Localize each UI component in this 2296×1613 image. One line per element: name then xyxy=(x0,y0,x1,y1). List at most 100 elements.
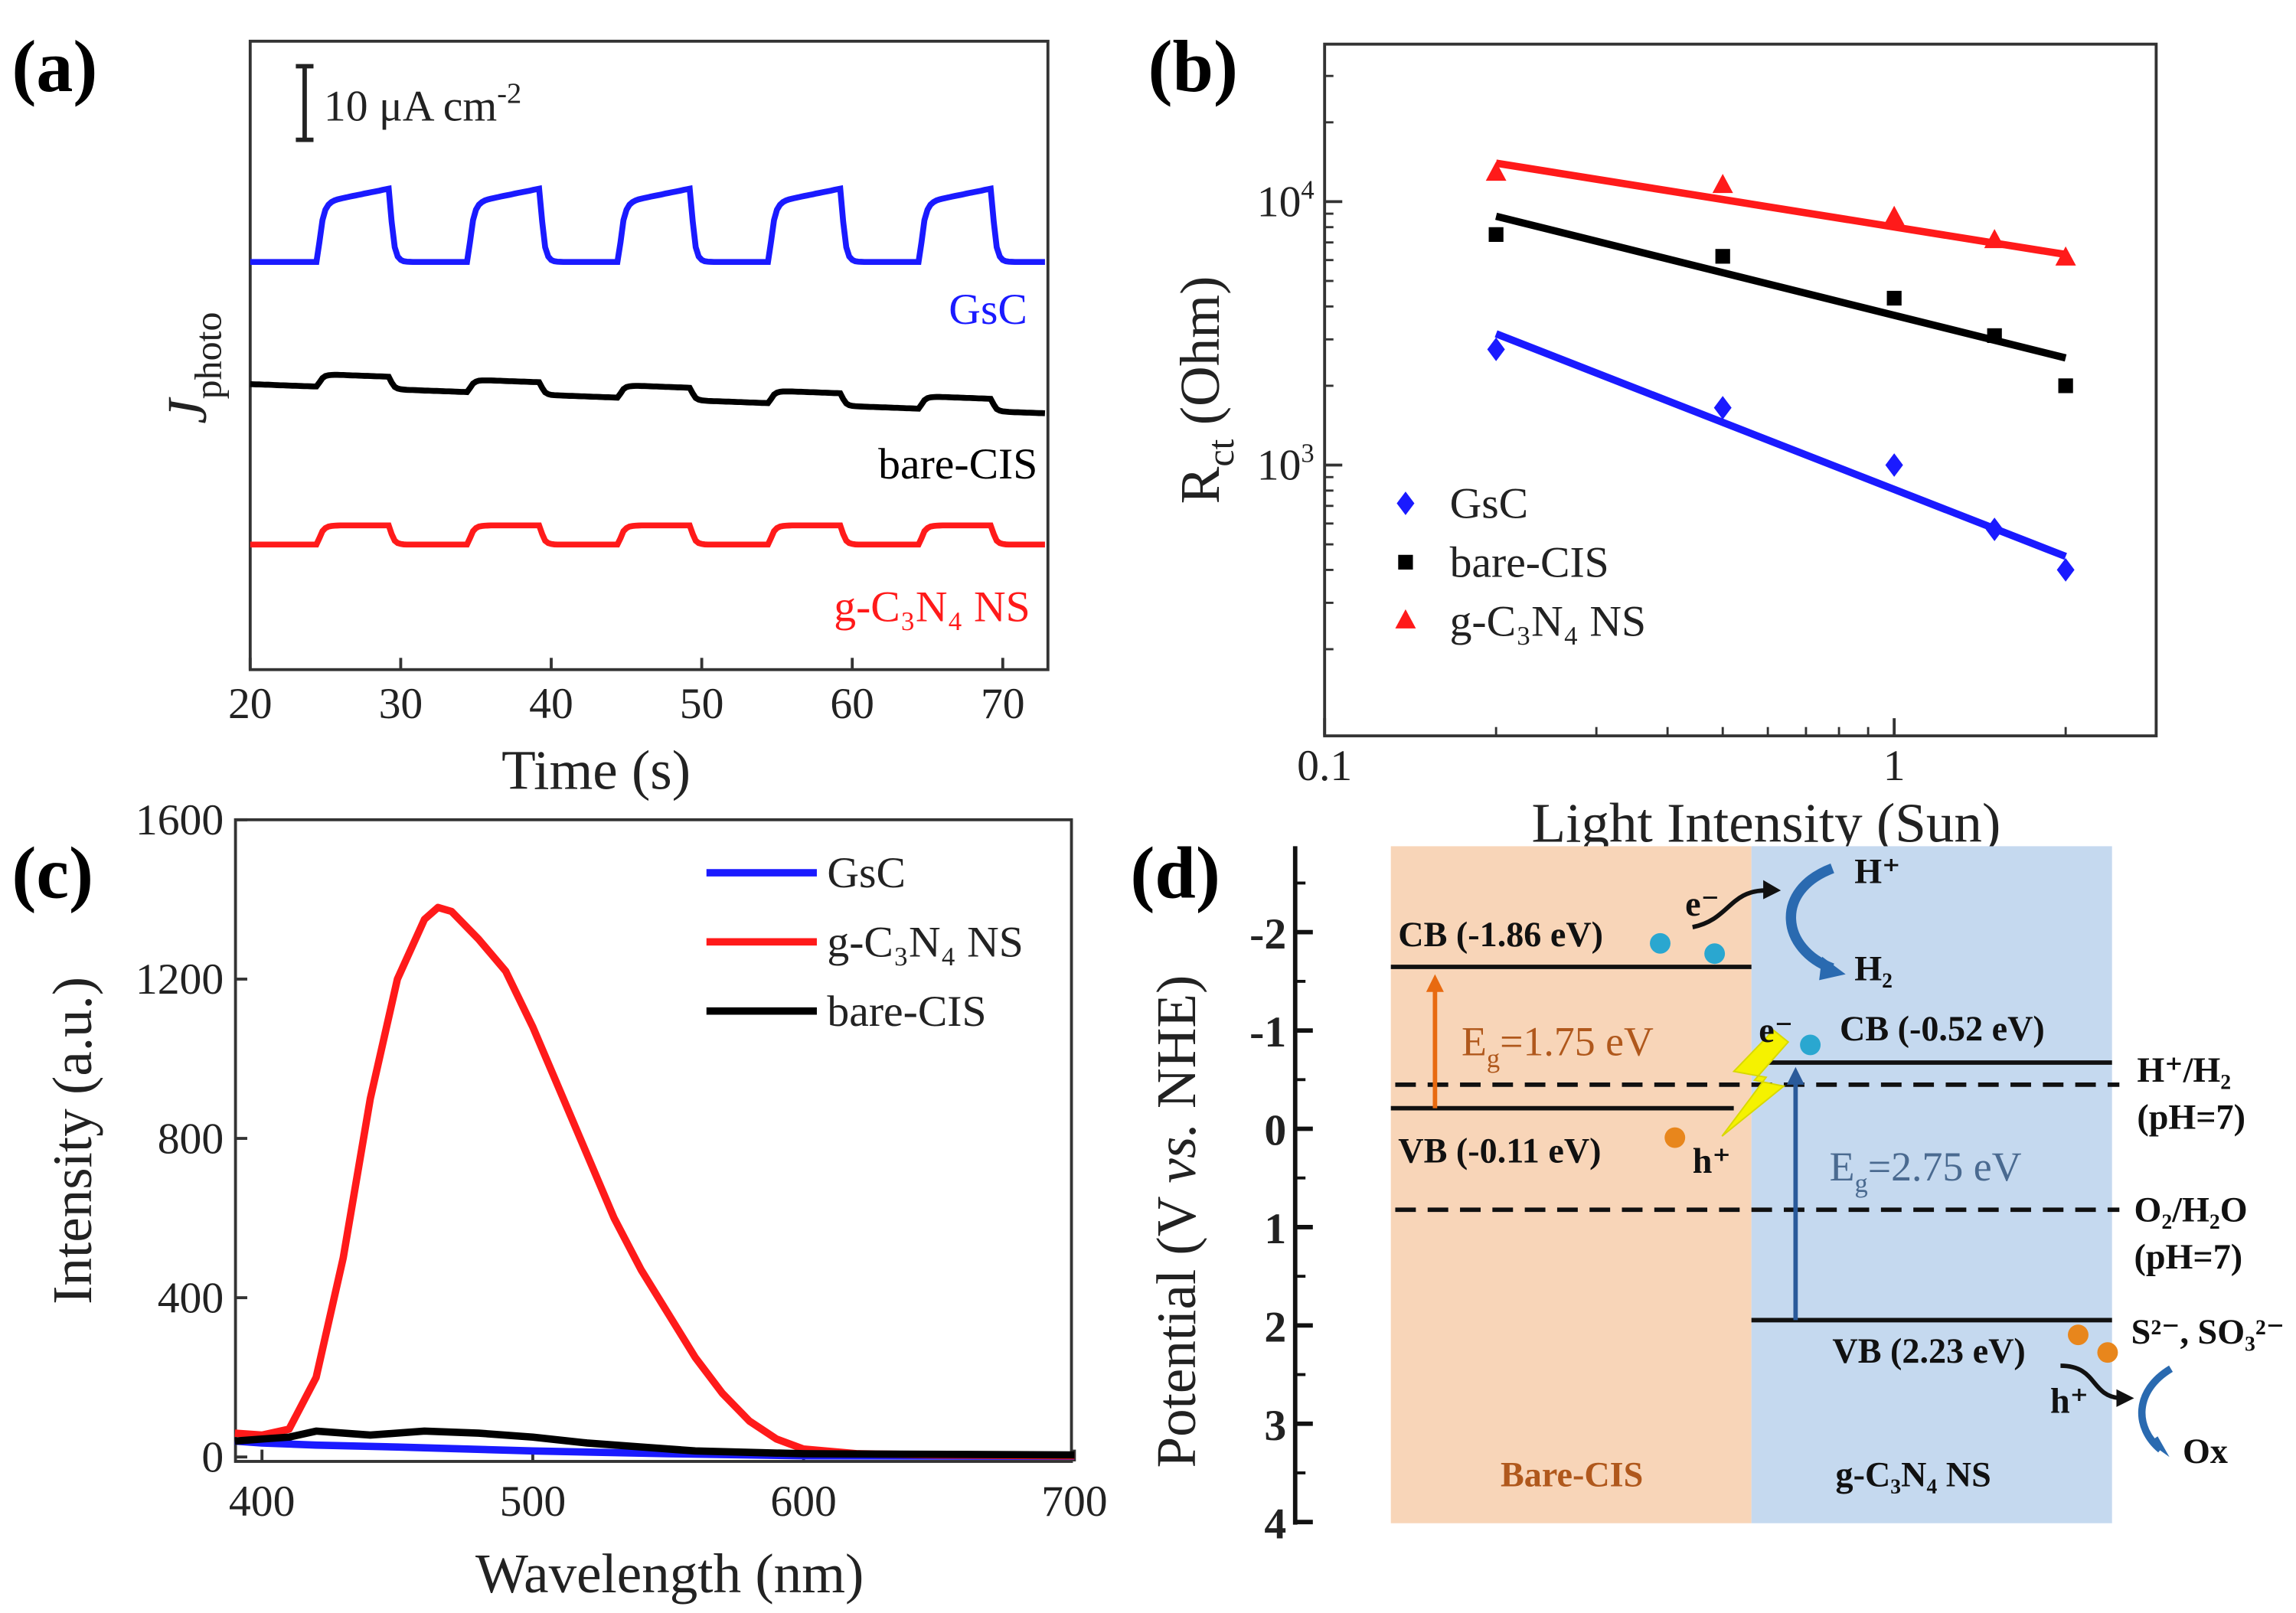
gc3n4-name: g-C₃N₄ NS xyxy=(1836,1455,1991,1494)
y-tick-label: 104 xyxy=(1257,176,1315,227)
legend-label: bare-CIS xyxy=(1450,539,1609,587)
x-tick-label: 70 xyxy=(981,680,1025,728)
o2-h2o-label: O₂/H₂O xyxy=(2134,1190,2248,1229)
arrowhead-icon xyxy=(1819,956,1846,981)
panel-a-frame xyxy=(248,39,1050,671)
label-gc3n4: g-C₃N₄ NS xyxy=(834,583,1030,631)
scale-bar: 10 μA cm-2 xyxy=(296,64,521,142)
trace-2 xyxy=(250,522,1045,548)
data-point xyxy=(2058,378,2073,393)
panel-b-frame xyxy=(1323,42,2158,738)
electron-label: e⁻ xyxy=(1759,1011,1793,1050)
label-gsc: GsC xyxy=(949,286,1027,334)
hole-label: h⁺ xyxy=(1693,1141,1731,1180)
y-tick-label: -2 xyxy=(1249,910,1286,958)
y-tick-label: 3 xyxy=(1264,1402,1286,1450)
gc3n4-bandgap: Eg=2.75 eV xyxy=(1830,1144,2022,1198)
panel-label-d: (d) xyxy=(1130,832,1220,914)
data-point xyxy=(2056,558,2075,582)
arrowhead-icon xyxy=(2116,1389,2134,1407)
data-point xyxy=(1883,205,1905,225)
x-tick-label: 60 xyxy=(830,680,874,728)
trace-1 xyxy=(250,371,1046,416)
legend-label: bare-CIS xyxy=(827,988,986,1036)
arrowhead-icon xyxy=(1786,1066,1804,1085)
h-h2-ph-label: (pH=7) xyxy=(2137,1098,2245,1137)
y-tick-label: 103 xyxy=(1257,439,1315,490)
legend-marker xyxy=(1396,491,1415,515)
data-point xyxy=(1886,290,1902,306)
hole-icon xyxy=(2068,1324,2089,1346)
electron-label: e⁻ xyxy=(1685,884,1720,923)
y-tick-label: 0 xyxy=(201,1433,224,1481)
y-tick-label: 1600 xyxy=(136,796,224,844)
data-point xyxy=(1985,518,2004,541)
hole-label: h⁺ xyxy=(2050,1382,2089,1421)
gc3n4-vb-label: VB (2.23 eV) xyxy=(1832,1331,2025,1370)
x-tick-label: 500 xyxy=(500,1477,566,1526)
x-tick-label: 700 xyxy=(1041,1477,1107,1526)
x-tick-label: 20 xyxy=(228,680,273,728)
spectrum-line-1 xyxy=(234,903,1075,1460)
scale-bar-label: 10 μA cm-2 xyxy=(324,78,521,131)
arrowhead-icon xyxy=(1426,974,1444,992)
data-point xyxy=(1713,396,1732,420)
y-tick-label: 2 xyxy=(1264,1303,1286,1351)
electron-icon xyxy=(1650,932,1671,954)
bare-cis-region xyxy=(1390,846,1752,1523)
y-tick-label: 400 xyxy=(158,1274,224,1322)
x-tick-label: 400 xyxy=(229,1477,295,1526)
proton-label: H⁺ xyxy=(1854,851,1900,890)
electron-transfer-arrow xyxy=(1692,888,1766,929)
panel-c-frame xyxy=(234,818,1073,1463)
fit-line-0 xyxy=(1494,330,2067,560)
legend-label: g-C₃N₄ NS xyxy=(827,919,1023,967)
y-tick-label: -1 xyxy=(1249,1008,1286,1056)
data-point xyxy=(1715,249,1730,264)
spectrum-line-2 xyxy=(234,1427,1075,1459)
data-point xyxy=(1487,337,1505,361)
gc3n4-cb-label: CB (-0.52 eV) xyxy=(1840,1009,2045,1048)
legend-label: g-C₃N₄ NS xyxy=(1450,597,1646,645)
panel-b-chart: 0.1 1 103 104 GsC bare-CIS g-C₃N₄ NS Rct (Ohm)… xyxy=(1169,42,2158,854)
x-tick-label: 0.1 xyxy=(1297,742,1352,790)
y-tick-label: 0 xyxy=(1264,1107,1286,1155)
legend-label: GsC xyxy=(1450,480,1529,528)
x-axis-label: Light Intensity (Sun) xyxy=(1532,792,2001,854)
lightning-transfer-icon xyxy=(1721,1029,1790,1137)
y-tick-label: 4 xyxy=(1264,1500,1286,1548)
bare-cis-cb-label: CB (-1.86 eV) xyxy=(1398,915,1603,954)
y-axis-label: Rct (Ohm) xyxy=(1169,276,1242,504)
y-axis-label: Jphoto xyxy=(156,312,229,423)
data-point xyxy=(1485,162,1507,181)
electron-icon xyxy=(1704,943,1726,965)
oxidized-product-label: Ox xyxy=(2183,1432,2228,1471)
panel-label-c: (c) xyxy=(11,832,93,914)
bare-cis-name: Bare-CIS xyxy=(1501,1455,1643,1494)
panel-d-diagram: -2 -1 0 1 2 3 4 Potential (V vs. NHE) CB (-1.8… xyxy=(1145,846,2285,1548)
data-point xyxy=(1984,229,2005,249)
y-axis-label: Intensity (a.u.) xyxy=(41,977,103,1304)
data-point xyxy=(1885,453,1903,477)
x-tick-label: 30 xyxy=(379,680,423,728)
x-tick-label: 600 xyxy=(770,1477,836,1526)
data-point xyxy=(2055,246,2076,266)
y-tick-label: 800 xyxy=(158,1115,224,1163)
hydrogen-label: H₂ xyxy=(1854,949,1893,988)
x-axis-label: Time (s) xyxy=(501,739,691,801)
label-bare-cis: bare-CIS xyxy=(878,440,1037,488)
data-point xyxy=(1712,174,1733,194)
trace-0 xyxy=(250,184,1045,266)
data-point xyxy=(1488,227,1504,242)
panel-label-b: (b) xyxy=(1148,25,1238,107)
legend-marker xyxy=(1398,554,1413,570)
hole-icon xyxy=(2097,1342,2118,1363)
y-axis-label: Potential (V vs. NHE) xyxy=(1145,975,1207,1468)
fit-line-2 xyxy=(1495,159,2066,259)
fit-line-1 xyxy=(1494,212,2067,362)
x-tick-label: 1 xyxy=(1883,742,1906,790)
legend-label: GsC xyxy=(827,849,906,897)
y-tick-label: 1200 xyxy=(136,955,224,1004)
o2-h2o-ph-label: (pH=7) xyxy=(2134,1237,2243,1276)
